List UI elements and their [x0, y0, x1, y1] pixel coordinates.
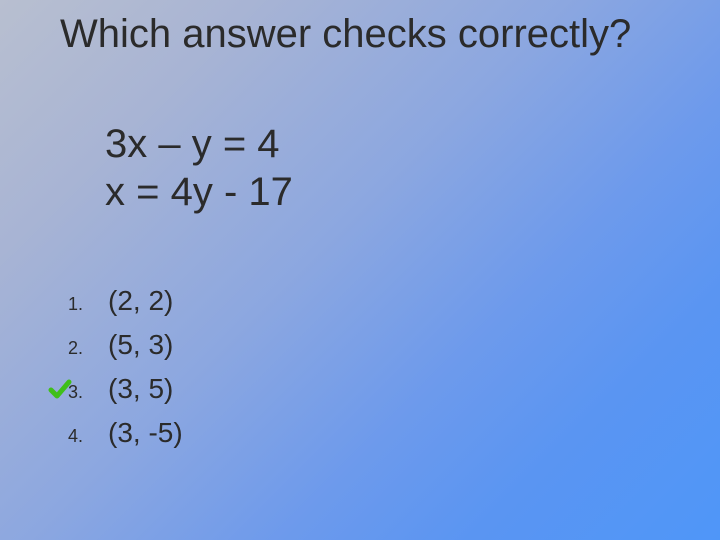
option-number: 4. — [68, 420, 108, 447]
option-text: (3, -5) — [108, 417, 183, 449]
option-text: (2, 2) — [108, 285, 173, 317]
option-text: (5, 3) — [108, 329, 173, 361]
option-row[interactable]: 1. (2, 2) — [68, 285, 183, 317]
option-row[interactable]: 3. (3, 5) — [68, 373, 183, 405]
option-text: (3, 5) — [108, 373, 173, 405]
option-row[interactable]: 4. (3, -5) — [68, 417, 183, 449]
option-number: 2. — [68, 332, 108, 359]
option-row[interactable]: 2. (5, 3) — [68, 329, 183, 361]
option-number: 3. — [68, 376, 108, 403]
equation-line-2: x = 4y - 17 — [105, 168, 293, 216]
answer-options: 1. (2, 2) 2. (5, 3) 3. (3, 5) 4. (3, -5) — [68, 285, 183, 461]
checkmark-icon — [48, 377, 72, 401]
option-number: 1. — [68, 288, 108, 315]
equation-block: 3x – y = 4 x = 4y - 17 — [105, 120, 293, 216]
equation-line-1: 3x – y = 4 — [105, 120, 293, 168]
question-title: Which answer checks correctly? — [60, 12, 631, 57]
